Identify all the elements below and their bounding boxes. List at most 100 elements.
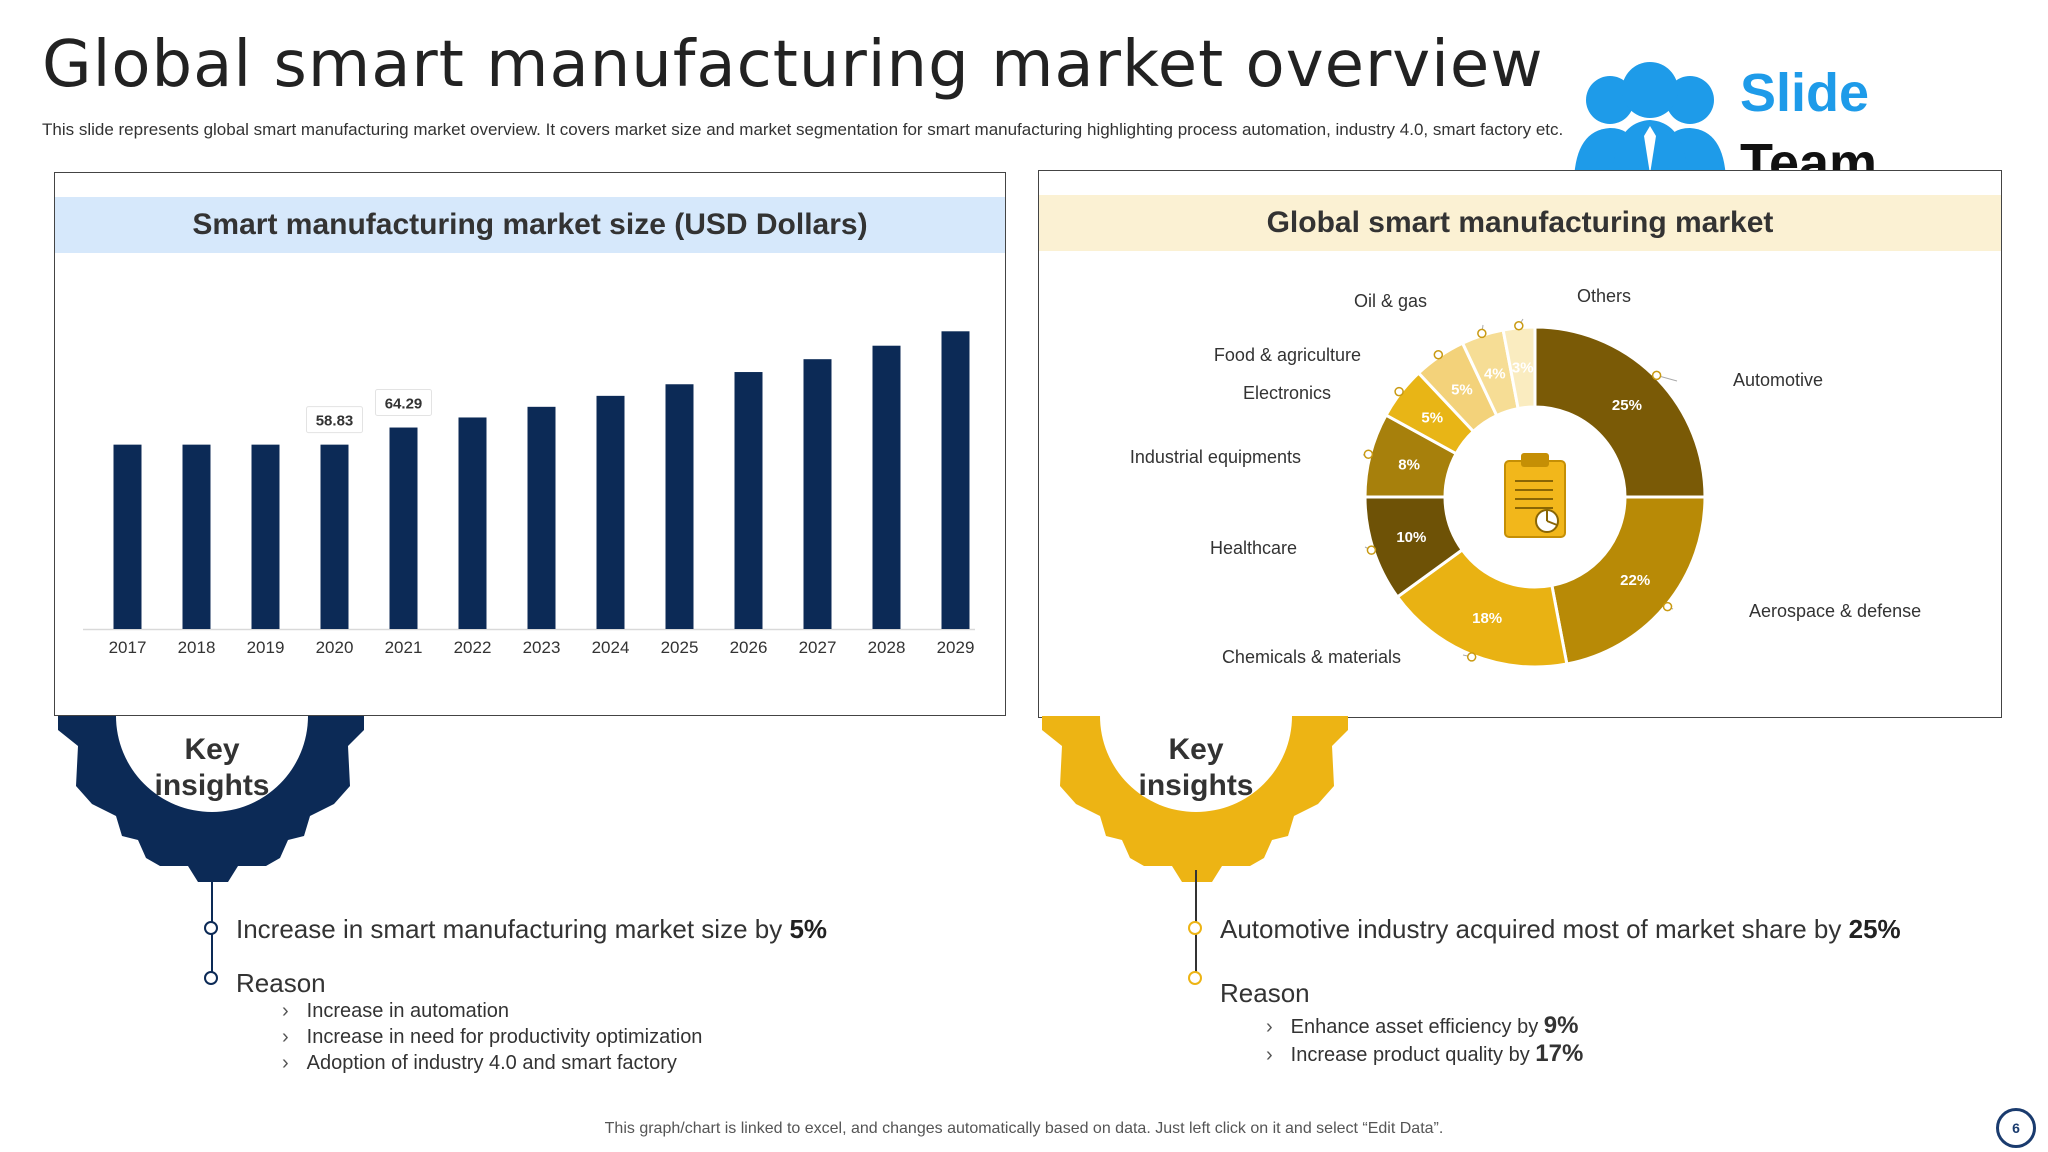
x-tick-label: 2018	[178, 638, 216, 657]
right-reason-bullet: › Increase product quality by 17%	[1266, 1040, 1584, 1067]
x-tick-label: 2023	[523, 638, 561, 657]
left-key-insights-gear: Key insights	[52, 716, 372, 886]
page-number: 6	[1996, 1108, 2036, 1148]
right-reason-label: Reason	[1220, 978, 1310, 1008]
left-insight-dot-1	[204, 921, 218, 935]
left-reason-bullet: › Increase in need for productivity optim…	[282, 1026, 703, 1048]
bar-2024	[596, 395, 625, 629]
leader-dot	[1477, 328, 1487, 339]
right-key-insights-gear: Key insights	[1036, 716, 1356, 886]
left-insight-main: Increase in smart manufacturing market s…	[236, 914, 827, 945]
leader-dot	[1433, 349, 1444, 360]
slice-percent-label: 10%	[1396, 529, 1426, 546]
people-group-icon	[1574, 62, 1726, 180]
x-tick-label: 2024	[592, 638, 630, 657]
x-tick-label: 2017	[109, 638, 147, 657]
leader-dot	[1466, 652, 1477, 662]
right-reason-bullet-value: 9%	[1543, 1012, 1579, 1039]
right-reason-bullet-text: Increase product quality by	[1290, 1044, 1536, 1066]
market-segment-heading: Global smart manufacturing market	[1039, 195, 2001, 251]
slice-percent-label: 5%	[1421, 409, 1443, 426]
page-title: Global smart manufacturing market overvi…	[42, 28, 1544, 102]
market-segment-donut-chart: 25% Automotive 22% Aerospace & defense 18% Ch…	[1130, 286, 1921, 669]
x-tick-label: 2022	[454, 638, 492, 657]
gear-icon	[1042, 716, 1348, 882]
left-reason-bullet: › Adoption of industry 4.0 and smart fact…	[282, 1052, 677, 1074]
leader-dot	[1363, 449, 1374, 459]
footer-note: This graph/chart is linked to excel, and…	[604, 1120, 1444, 1137]
x-tick-label: 2029	[937, 638, 975, 657]
left-insight-dot-2	[204, 971, 218, 985]
slice-category-label: Chemicals & materials	[1222, 647, 1401, 667]
leader-dot	[1514, 321, 1524, 331]
right-insight-dot-1	[1188, 921, 1202, 935]
bar-2027	[803, 359, 832, 629]
right-insight-dot-2	[1188, 971, 1202, 985]
x-tick-label: 2026	[730, 638, 768, 657]
donut-slice	[1395, 547, 1569, 669]
leader-dot	[1394, 386, 1404, 397]
bar-2025	[665, 384, 694, 629]
market-segment-panel: Global smart manufacturing market 25% Aut…	[1038, 170, 2002, 718]
bar-2023	[527, 406, 556, 629]
bar-2020	[320, 444, 349, 629]
left-reason-bullet-text: Adoption of industry 4.0 and smart facto…	[306, 1052, 677, 1074]
left-insight-main-text: Increase in smart manufacturing market s…	[236, 914, 790, 944]
leader-dot	[1651, 370, 1662, 381]
slice-percent-label: 4%	[1484, 365, 1506, 382]
bar-2017	[113, 444, 142, 629]
data-label-2020: 58.83	[316, 413, 354, 430]
slice-percent-label: 18%	[1472, 610, 1502, 627]
bar-2022	[458, 417, 487, 629]
market-size-bar-chart: 2017 2018 2019 2020 58.83 2021 64.29 2022 2023 20…	[83, 331, 975, 657]
leader-dot	[1662, 601, 1673, 612]
slice-percent-label: 5%	[1451, 381, 1473, 398]
slideteam-logo: Slide Team	[1570, 56, 1890, 193]
page-subtitle: This slide represents global smart manuf…	[42, 120, 1564, 139]
right-gear-label: Key insights	[1138, 733, 1254, 802]
left-gear-label: Key insights	[154, 733, 270, 802]
bar-2026	[734, 372, 763, 629]
x-tick-label: 2025	[661, 638, 699, 657]
left-insight-main-value: 5%	[789, 914, 828, 944]
leader-dot	[1366, 545, 1377, 555]
slice-category-label: Aerospace & defense	[1749, 601, 1921, 621]
donut-slice	[1501, 325, 1537, 411]
bar-2029	[941, 331, 970, 629]
right-reason-bullet-text: Enhance asset efficiency by	[1290, 1016, 1544, 1038]
slice-category-label: Food & agriculture	[1214, 345, 1361, 365]
left-reason-bullet-text: Increase in automation	[306, 1000, 510, 1022]
bar-2021	[389, 427, 418, 629]
right-insight-main-value: 25%	[1848, 914, 1901, 944]
market-size-panel: Smart manufacturing market size (USD Dol…	[54, 172, 1006, 716]
left-reason-bullet-text: Increase in need for productivity optimi…	[306, 1026, 703, 1048]
data-label-box	[306, 406, 363, 434]
market-size-heading: Smart manufacturing market size (USD Dol…	[55, 197, 1005, 253]
slice-category-label: Oil & gas	[1354, 291, 1427, 311]
left-reason-label: Reason	[236, 968, 326, 998]
bar-2019	[251, 444, 280, 629]
right-insight-main-text: Automotive industry acquired most of mar…	[1220, 914, 1849, 944]
clipboard-chart-icon	[1504, 453, 1566, 538]
slice-percent-label: 3%	[1512, 360, 1534, 377]
slice-category-label: Healthcare	[1210, 538, 1297, 558]
right-insight-main: Automotive industry acquired most of mar…	[1220, 914, 1901, 945]
slice-category-label: Industrial equipments	[1130, 447, 1301, 467]
slice-percent-label: 25%	[1612, 397, 1642, 414]
x-tick-label: 2027	[799, 638, 837, 657]
x-tick-label: 2021	[385, 638, 423, 657]
x-tick-label: 2028	[868, 638, 906, 657]
data-label-box	[375, 389, 432, 417]
slice-category-label: Automotive	[1733, 370, 1823, 390]
right-reason-bullet-value: 17%	[1535, 1040, 1584, 1067]
gear-icon	[58, 716, 364, 882]
logo-text-slide: Slide	[1740, 63, 1870, 123]
slice-percent-label: 8%	[1398, 457, 1420, 474]
donut-slice	[1550, 495, 1707, 666]
x-tick-label: 2019	[247, 638, 285, 657]
slice-category-label: Electronics	[1243, 383, 1331, 403]
donut-slice	[1533, 325, 1707, 499]
slice-percent-label: 22%	[1620, 572, 1650, 589]
x-tick-label: 2020	[316, 638, 354, 657]
bar-2018	[182, 444, 211, 629]
